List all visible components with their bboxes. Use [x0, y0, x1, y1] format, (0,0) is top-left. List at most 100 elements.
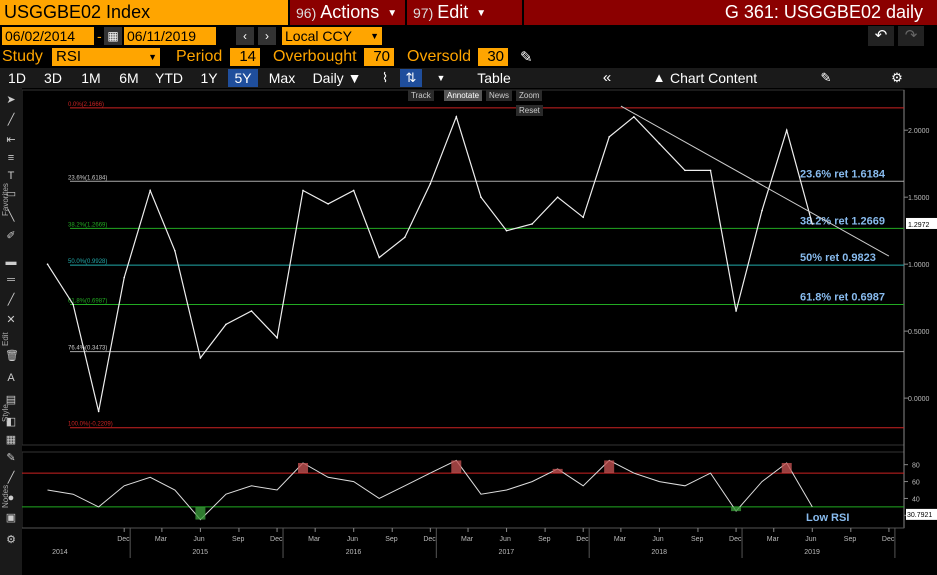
x-month-label: Mar [614, 536, 627, 543]
date-bar: 06/02/2014 - ▦ 06/11/2019 ‹ › Local CCY ▼… [0, 25, 937, 46]
x-year-label: 2019 [804, 549, 820, 556]
x-month-label: Mar [308, 536, 321, 543]
collapse-icon[interactable]: « [602, 69, 612, 86]
fill-icon[interactable]: ▤ [5, 394, 17, 406]
fib-level-label: 50.0%(0.9928) [68, 259, 107, 265]
hline-icon[interactable]: ▬ [5, 256, 17, 268]
trend-icon[interactable]: ╱ [7, 472, 15, 484]
annotate-icon[interactable]: ✐ [6, 230, 16, 242]
period-input[interactable]: 14 [230, 48, 260, 66]
retracement-label: 61.8% ret 0.6987 [800, 292, 885, 304]
currency-select[interactable]: Local CCY ▼ [282, 27, 382, 45]
range-1d[interactable]: 1D [8, 70, 26, 86]
range-5y[interactable]: 5Y [228, 69, 258, 87]
price-point [352, 189, 355, 192]
oversold-input[interactable]: 30 [478, 48, 508, 66]
end-date-input[interactable]: 06/11/2019 [124, 27, 216, 45]
x-year-label: 2015 [192, 549, 208, 556]
y-tick-label: 1.5000 [908, 195, 930, 202]
chevron-down-icon: ▼ [370, 31, 379, 41]
draw-line-icon[interactable]: ╱ [7, 294, 15, 306]
x-month-label: Dec [729, 536, 742, 543]
table-button[interactable]: Table [477, 70, 511, 86]
range-max[interactable]: Max [268, 70, 296, 86]
price-point [302, 189, 304, 192]
study-bar: Study RSI ▼ Period 14 Overbought 70 Overs… [0, 46, 937, 68]
rsi-oversold-fill [731, 506, 742, 512]
study-value: RSI [56, 48, 82, 65]
x-month-label: Jun [500, 536, 511, 543]
x-month-label: Sep [691, 536, 704, 543]
style-label: Style [1, 404, 10, 422]
prev-arrow-icon[interactable]: ‹ [236, 27, 254, 45]
currency-value: Local CCY [285, 28, 352, 44]
chevron-down-icon[interactable]: ▼ [436, 73, 446, 83]
news-button[interactable]: News [486, 90, 513, 101]
settings-icon[interactable]: ⚙ [6, 534, 16, 546]
y-tick-label: 2.0000 [908, 128, 930, 135]
price-point [123, 276, 125, 279]
pen-small-icon[interactable]: ✎ [6, 452, 16, 464]
price-point [403, 236, 406, 239]
zoom-button[interactable]: Zoom [516, 90, 543, 101]
ticker-field[interactable]: USGGBE02 Index [0, 0, 288, 25]
edit-side-label: Edit [1, 332, 10, 346]
trash-icon[interactable]: 🗑 [5, 350, 19, 362]
text-tool-icon[interactable]: T [7, 170, 15, 182]
x-year-label: 2017 [499, 549, 515, 556]
overbought-input[interactable]: 70 [364, 48, 394, 66]
chart-node-icon[interactable]: ▣ [5, 512, 17, 524]
calendar-icon[interactable]: ▦ [104, 27, 122, 45]
reset-button[interactable]: Reset [516, 105, 543, 116]
x-month-label: Sep [385, 536, 398, 543]
pen-icon[interactable]: ╱ [7, 114, 15, 126]
start-date-input[interactable]: 06/02/2014 [2, 27, 94, 45]
candles-icon[interactable]: ⇅ [400, 69, 422, 87]
x-month-label: Jun [652, 536, 663, 543]
edit-menu-button[interactable]: 97) Edit ▼ [407, 0, 522, 25]
fib-tool-icon[interactable]: ≡ [7, 152, 15, 164]
chart-area[interactable]: 2.0000 1.5000 1.0000 0.5000 0.0000 0.0%(2.166… [22, 88, 937, 575]
pencil-icon[interactable]: ✎ [520, 49, 533, 66]
chevron-down-icon: ▼ [387, 7, 398, 19]
price-point [811, 223, 814, 225]
next-arrow-icon[interactable]: › [258, 27, 276, 45]
measure-icon[interactable]: ╲ [7, 210, 15, 222]
fib-level-label: 0.0%(2.1666) [68, 102, 104, 108]
shape-tool-icon[interactable]: ▭ [5, 188, 17, 200]
low-rsi-annotation: Low RSI [806, 512, 849, 524]
retracement-label: 50% ret 0.9823 [800, 252, 876, 264]
actions-menu-button[interactable]: 96) Actions ▼ [290, 0, 405, 25]
erase-icon[interactable]: ✕ [6, 314, 16, 326]
rsi-overbought-fill [604, 460, 615, 474]
price-point [225, 323, 227, 326]
price-point [46, 263, 49, 265]
frequency-select[interactable]: Daily ▼ [312, 70, 362, 86]
line-tool-icon[interactable]: ⇤ [6, 134, 16, 146]
channel-icon[interactable]: ═ [7, 274, 15, 286]
type-icon[interactable]: A [7, 372, 15, 384]
undo-icon[interactable]: ↶ [868, 26, 894, 46]
edit-icon[interactable]: ✎ [820, 70, 832, 85]
price-point [608, 136, 610, 138]
range-ytd[interactable]: YTD [155, 70, 183, 86]
line-chart-icon[interactable]: ⌇ [381, 70, 389, 85]
track-button[interactable]: Track [408, 90, 434, 101]
fib-level-label: 38.2%(1.2669) [68, 222, 107, 228]
redo-icon[interactable]: ↷ [898, 26, 924, 46]
node-icon[interactable]: ● [7, 492, 15, 504]
price-point [199, 357, 202, 359]
chart-content-button[interactable]: Chart Content [670, 70, 758, 86]
range-1m[interactable]: 1M [81, 70, 101, 86]
study-select[interactable]: RSI ▼ [52, 48, 160, 66]
gear-icon[interactable]: ⚙ [891, 70, 903, 85]
rsi-tick-label: 60 [912, 480, 920, 487]
range-3d[interactable]: 3D [44, 70, 62, 86]
color-icon[interactable]: ◧ [5, 416, 17, 428]
range-6m[interactable]: 6M [119, 70, 139, 86]
range-1y[interactable]: 1Y [200, 70, 218, 86]
chart-icon[interactable]: ▲ [652, 70, 666, 85]
cursor-icon[interactable]: ➤ [6, 94, 16, 106]
layout-icon[interactable]: ▦ [5, 434, 17, 446]
annotate-button[interactable]: Annotate [444, 90, 483, 101]
